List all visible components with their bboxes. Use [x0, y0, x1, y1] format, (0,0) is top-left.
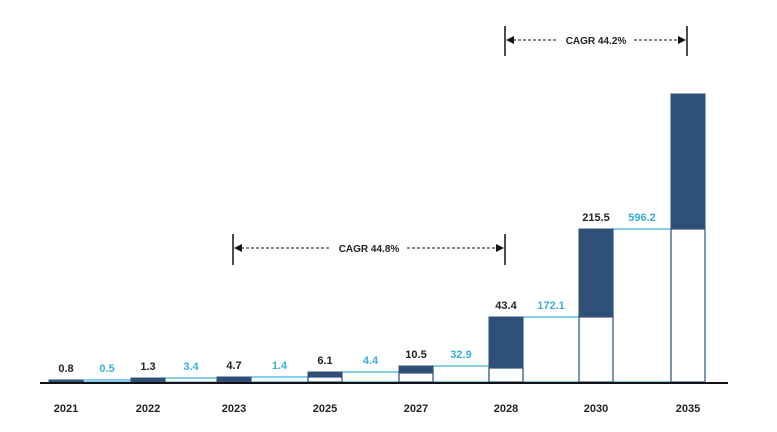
cagr-arrowhead-left — [506, 36, 514, 44]
increment-label-5: 172.1 — [537, 300, 565, 312]
bar-base-2027 — [398, 372, 434, 383]
bar-2022 — [130, 377, 166, 383]
increment-label-4: 32.9 — [450, 349, 471, 361]
bar-2030 — [578, 228, 614, 318]
cagr-label: CAGR 44.2% — [566, 36, 627, 47]
bar-2027 — [398, 365, 434, 374]
bar-2021 — [48, 379, 84, 383]
bar-base-2035 — [670, 228, 706, 383]
x-tick-label-2023: 2023 — [222, 403, 246, 415]
increment-bar-0 — [82, 379, 132, 383]
bar-base-2030 — [578, 316, 614, 383]
x-tick-label-2028: 2028 — [494, 403, 518, 415]
increment-bar-6 — [612, 228, 672, 383]
x-tick-label-2021: 2021 — [54, 403, 78, 415]
cagr-arrowhead-right — [496, 244, 504, 252]
value-label-2027: 10.5 — [405, 349, 426, 361]
value-label-2023: 4.7 — [226, 360, 241, 372]
bar-2035 — [670, 93, 706, 230]
x-tick-label-2022: 2022 — [136, 403, 160, 415]
cagr-arrowhead-left — [234, 244, 242, 252]
x-tick-label-2035: 2035 — [676, 403, 700, 415]
increment-labels: 0.5 3.4 1.4 4.4 32.9 172.1 596.2 — [99, 212, 655, 375]
cagr-annotations: CAGR 44.8% CAGR 44.2% — [232, 26, 688, 265]
bar-2028 — [488, 316, 524, 369]
increment-bar-5 — [522, 316, 580, 383]
cagr-annotation-0: CAGR 44.8% — [232, 234, 506, 265]
increment-label-6: 596.2 — [628, 212, 656, 224]
value-label-2028: 43.4 — [495, 300, 517, 312]
x-tick-label-2025: 2025 — [313, 403, 337, 415]
value-label-2022: 1.3 — [140, 361, 155, 373]
increment-bar-2 — [250, 376, 309, 383]
bar-2025 — [307, 371, 343, 378]
x-tick-label-2030: 2030 — [584, 403, 608, 415]
bar-base-2028 — [488, 367, 524, 383]
x-tick-label-2027: 2027 — [404, 403, 428, 415]
increment-bar-3 — [341, 371, 400, 383]
value-label-2030: 215.5 — [582, 212, 610, 224]
cagr-annotation-1: CAGR 44.2% — [504, 26, 688, 56]
increment-label-2: 1.4 — [272, 360, 288, 372]
value-label-2021: 0.8 — [58, 363, 73, 375]
increment-label-0: 0.5 — [99, 363, 114, 375]
increment-bar-1 — [164, 377, 218, 383]
year-bars — [48, 93, 706, 383]
increment-label-3: 4.4 — [363, 355, 379, 367]
bar-base-2025 — [307, 376, 343, 383]
value-labels: 0.8 1.3 4.7 6.1 10.5 43.4 215.5 — [58, 212, 609, 375]
value-label-2025: 6.1 — [317, 355, 332, 367]
bar-2023 — [216, 376, 252, 383]
increment-label-1: 3.4 — [183, 361, 199, 373]
increment-bar-4 — [432, 365, 490, 383]
year-labels: 2021 2022 2023 2025 2027 2028 2030 2035 — [54, 403, 700, 415]
cagr-arrowhead-right — [678, 36, 686, 44]
cagr-label: CAGR 44.8% — [339, 244, 400, 255]
